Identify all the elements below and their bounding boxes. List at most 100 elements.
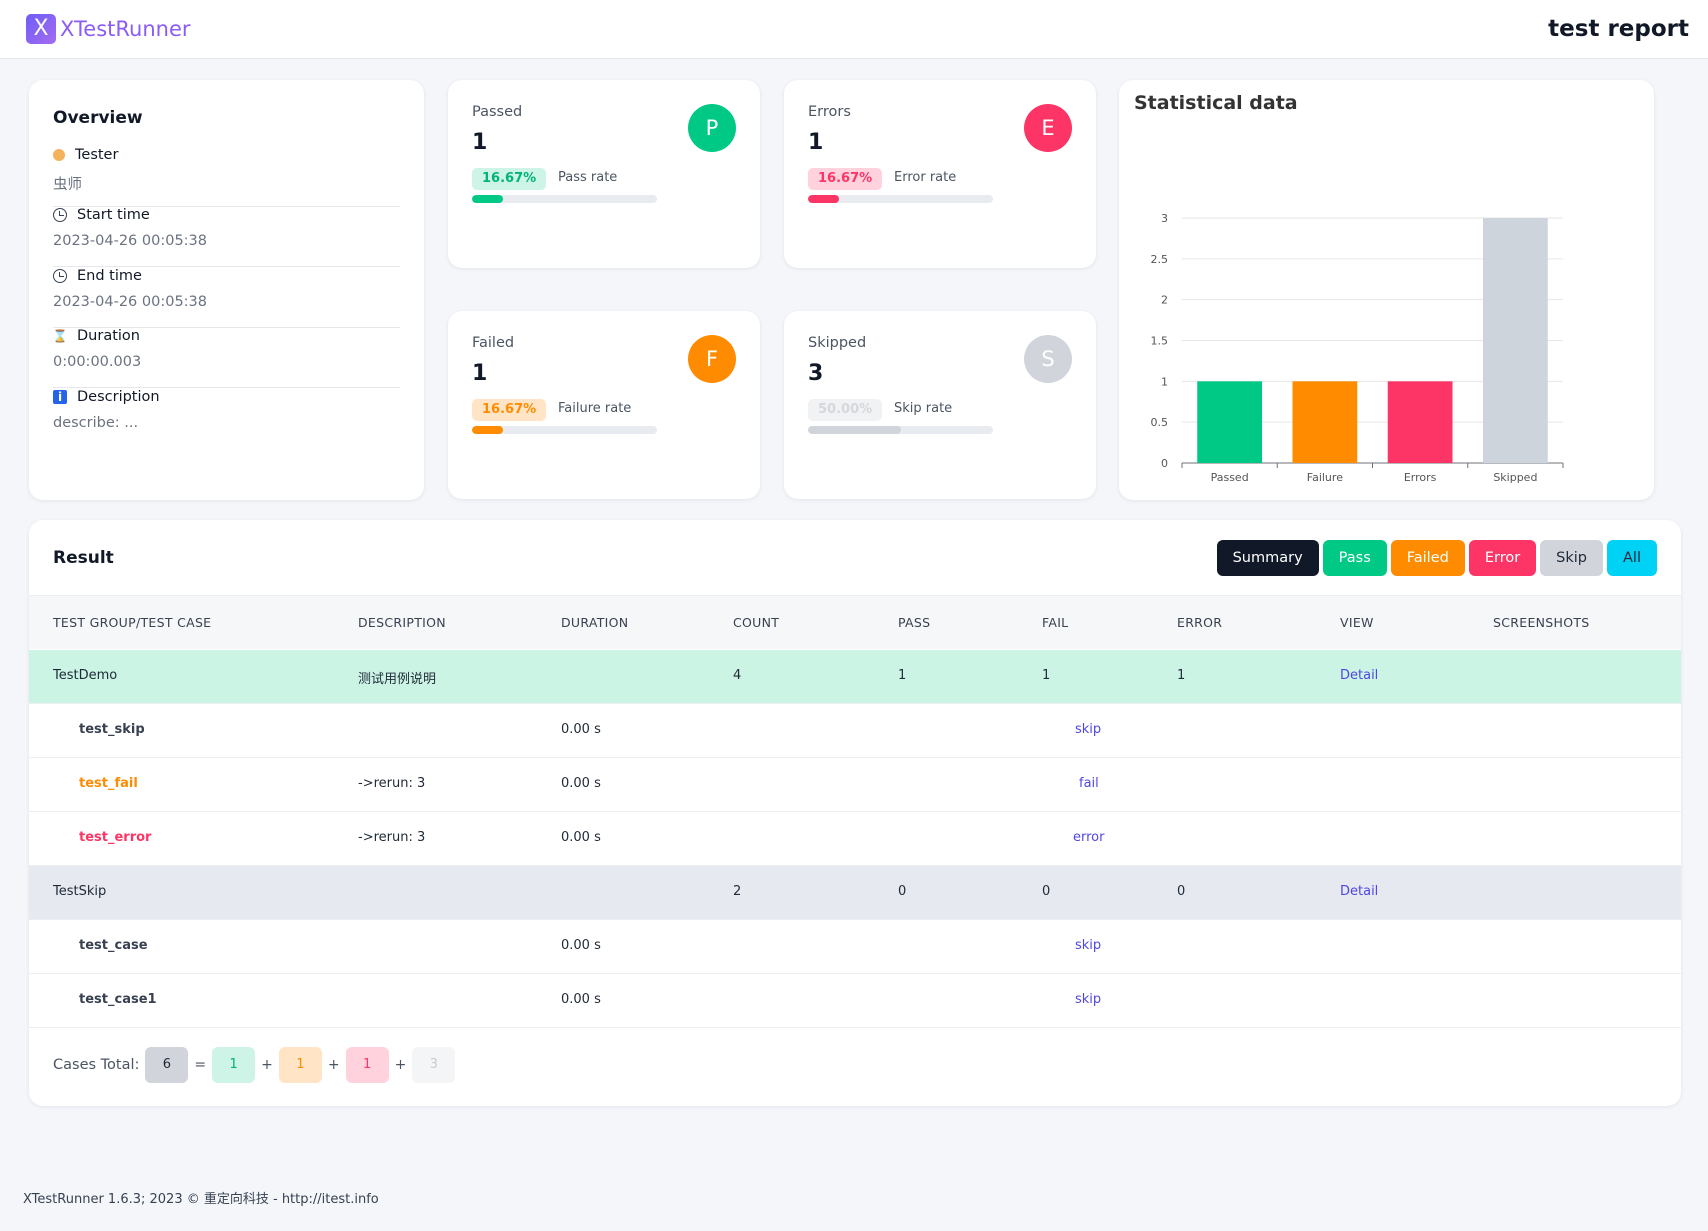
- rate-badge: 16.67%: [472, 399, 547, 421]
- end-time-label: End time: [77, 268, 142, 284]
- rate-badge: 16.67%: [472, 168, 547, 190]
- group-error: 1: [1177, 668, 1186, 683]
- y-tick-label: 1.5: [1151, 335, 1169, 348]
- table-header: TEST GROUP/TEST CASE DESCRIPTION DURATIO…: [29, 595, 1681, 649]
- stat-label: Errors: [808, 104, 851, 120]
- col-header: DESCRIPTION: [358, 615, 446, 630]
- case-duration: 0.00 s: [561, 722, 601, 737]
- stat-card-failed: Failed 1 F 16.67% Failure rate: [448, 311, 760, 499]
- col-header: TEST GROUP/TEST CASE: [53, 615, 212, 630]
- col-header: ERROR: [1177, 615, 1223, 630]
- stat-value: 1: [472, 130, 488, 155]
- all-filter-button[interactable]: All: [1607, 540, 1657, 576]
- group-name: TestSkip: [53, 884, 107, 899]
- rate-label: Pass rate: [558, 170, 618, 185]
- stat-card-skipped: Skipped 3 S 50.00% Skip rate: [784, 311, 1096, 499]
- overview-description: i Description describe: ...: [53, 389, 400, 449]
- pass-filter-button[interactable]: Pass: [1322, 540, 1387, 576]
- pass-count-box: 1: [212, 1047, 256, 1083]
- chart-title: Statistical data: [1134, 92, 1298, 114]
- failed-filter-button[interactable]: Failed: [1390, 540, 1465, 576]
- equals-sign: =: [194, 1057, 207, 1073]
- group-fail: 0: [1042, 884, 1051, 899]
- y-tick-label: 1: [1161, 375, 1168, 388]
- fail-count-box: 1: [278, 1047, 322, 1083]
- overview-tester: Tester 虫师: [53, 147, 400, 207]
- case-name: test_fail: [79, 776, 138, 791]
- error-filter-button[interactable]: Error: [1468, 540, 1537, 576]
- case-name: test_error: [79, 830, 152, 845]
- duration-value: 0:00:00.003: [53, 354, 142, 370]
- footer: XTestRunner 1.6.3; 2023 © 重定向科技 - http:/…: [23, 1192, 379, 1207]
- table-row-case: test_fail ->rerun: 3 0.00 s fail: [29, 758, 1681, 812]
- table-row-case: test_case1 0.00 s skip: [29, 974, 1681, 1028]
- filter-buttons: Summary Pass Failed Error Skip All: [1213, 540, 1657, 576]
- stat-value: 1: [808, 130, 824, 155]
- bar-chart: 0 0.5 1 1.5 2 2.5 3 Passed Failure Errors Skipped: [1151, 212, 1564, 484]
- overview-card: Overview Tester 虫师 Start time 2023-04-26…: [29, 80, 424, 500]
- case-duration: 0.00 s: [561, 776, 601, 791]
- group-pass: 1: [898, 668, 907, 683]
- skip-filter-button[interactable]: Skip: [1540, 540, 1604, 576]
- overview-duration: ⌛ Duration 0:00:00.003: [53, 328, 400, 388]
- case-name: test_case1: [79, 992, 157, 1007]
- table-row-group: TestSkip 2 0 0 0 Detail: [29, 866, 1681, 920]
- detail-link[interactable]: Detail: [1340, 668, 1379, 683]
- tester-value: 虫师: [53, 177, 82, 193]
- progress-bar: [808, 426, 993, 434]
- y-tick-label: 3: [1161, 212, 1168, 225]
- hourglass-icon: ⌛: [52, 329, 68, 343]
- report-title: test report: [1548, 16, 1689, 42]
- app-name: XTestRunner: [60, 17, 191, 41]
- description-label: Description: [77, 389, 160, 405]
- top-bar: X XTestRunner test report: [0, 0, 1708, 59]
- stat-card-passed: Passed 1 P 16.67% Pass rate: [448, 80, 760, 268]
- case-duration: 0.00 s: [561, 938, 601, 953]
- group-count: 4: [733, 668, 742, 683]
- stat-label: Failed: [472, 335, 515, 351]
- end-time-value: 2023-04-26 00:05:38: [53, 294, 207, 310]
- result-card: Result Summary Pass Failed Error Skip Al…: [29, 520, 1681, 1106]
- stat-label: Passed: [472, 104, 523, 120]
- group-fail: 1: [1042, 668, 1051, 683]
- case-result-link[interactable]: fail: [1079, 776, 1099, 791]
- plus-sign: +: [261, 1057, 273, 1073]
- error-count-box: 1: [345, 1047, 389, 1083]
- case-result-link[interactable]: skip: [1075, 722, 1102, 737]
- cases-total: Cases Total: 6 = 1 + 1 + 1 + 3: [53, 1047, 456, 1083]
- stat-card-errors: Errors 1 E 16.67% Error rate: [784, 80, 1096, 268]
- case-result-link[interactable]: skip: [1075, 992, 1102, 1007]
- summary-button[interactable]: Summary: [1216, 540, 1319, 576]
- app-logo[interactable]: X XTestRunner: [26, 14, 191, 44]
- case-result-link[interactable]: error: [1073, 830, 1105, 845]
- case-name: test_skip: [79, 722, 145, 737]
- stat-label: Skipped: [808, 335, 867, 351]
- col-header: SCREENSHOTS: [1493, 615, 1590, 630]
- stat-value: 1: [472, 361, 488, 386]
- rate-badge: 16.67%: [808, 168, 883, 190]
- progress-bar: [472, 426, 657, 434]
- case-description: ->rerun: 3: [358, 830, 426, 845]
- x-tick-label: Skipped: [1493, 471, 1537, 484]
- case-name: test_case: [79, 938, 148, 953]
- rate-badge: 50.00%: [808, 399, 883, 421]
- x-tick-label: Errors: [1404, 471, 1437, 484]
- col-header: VIEW: [1340, 615, 1374, 630]
- case-result-link[interactable]: skip: [1075, 938, 1102, 953]
- col-header: PASS: [898, 615, 931, 630]
- overview-start-time: Start time 2023-04-26 00:05:38: [53, 207, 400, 267]
- y-tick-label: 0: [1161, 457, 1168, 470]
- table-row-case: test_case 0.00 s skip: [29, 920, 1681, 974]
- chart-card: Statistical data 0 0.5 1 1.5 2 2.5 3 Passed Fail…: [1119, 80, 1654, 500]
- detail-link[interactable]: Detail: [1340, 884, 1379, 899]
- bar-skipped: [1482, 218, 1548, 463]
- table-row-case: test_error ->rerun: 3 0.00 s error: [29, 812, 1681, 866]
- group-name: TestDemo: [53, 668, 118, 683]
- clock-icon: [53, 208, 67, 222]
- passed-circle-icon: P: [688, 104, 736, 152]
- bar-failure: [1292, 381, 1358, 463]
- skipped-circle-icon: S: [1024, 335, 1072, 383]
- x-tick-label: Failure: [1307, 471, 1343, 484]
- result-title: Result: [53, 548, 114, 568]
- logo-icon: X: [26, 14, 56, 44]
